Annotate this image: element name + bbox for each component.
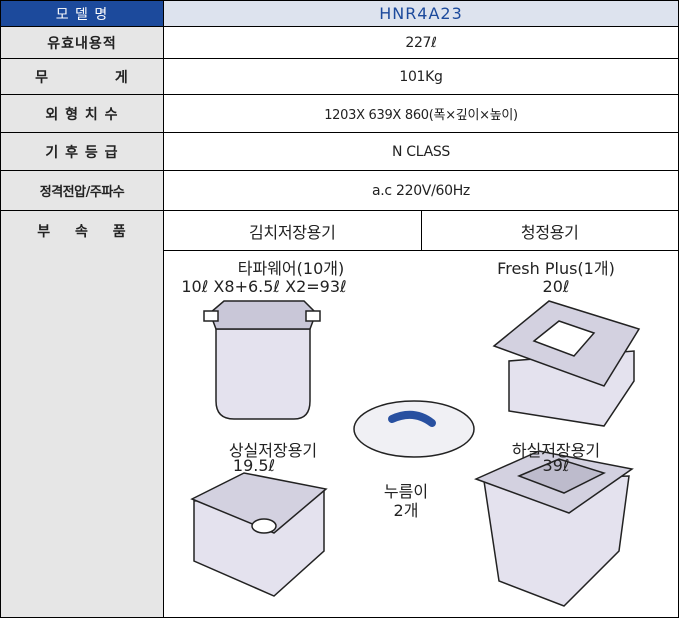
item-detail: 10ℓ X8+6.5ℓ X2=93ℓ <box>181 277 347 296</box>
row-value: N CLASS <box>163 132 679 171</box>
item-detail: 19.5ℓ <box>232 456 276 475</box>
item-detail: 39ℓ <box>542 456 570 475</box>
row-label: 무 게 <box>0 58 164 95</box>
column-header: 청정용기 <box>420 210 679 251</box>
row-value: 227ℓ <box>163 26 679 59</box>
item-detail: 20ℓ <box>542 277 570 296</box>
item-name: 타파웨어(10개) <box>237 259 345 278</box>
row-label: 기 후 등 급 <box>0 132 164 171</box>
row-label: 정격전압/주파수 <box>0 170 164 211</box>
accessory-drawings <box>190 300 641 607</box>
row-value: 1203X 639X 860(폭×깊이×높이) <box>163 94 679 133</box>
row-label: 유효내용적 <box>0 26 164 59</box>
row-label: 외 형 치 수 <box>0 94 164 133</box>
item-name: 하실저장용기 <box>511 441 601 460</box>
row-value: a.c 220V/60Hz <box>163 170 679 211</box>
accessory-cell: 타파웨어(10개) 10ℓ X8+6.5ℓ X2=93ℓ Fresh Plus(… <box>163 250 679 618</box>
item-detail: 2개 <box>393 501 419 520</box>
row-label: 모 델 명 <box>0 0 164 27</box>
item-name: Fresh Plus(1개) <box>497 259 615 278</box>
item-name: 누름이 <box>383 482 429 501</box>
row-value: HNR4A23 <box>163 0 679 27</box>
row-label: 부 속 품 <box>0 210 164 618</box>
row-value: 101Kg <box>163 58 679 95</box>
item-name: 상실저장용기 <box>228 441 318 460</box>
column-header: 김치저장용기 <box>163 210 422 251</box>
